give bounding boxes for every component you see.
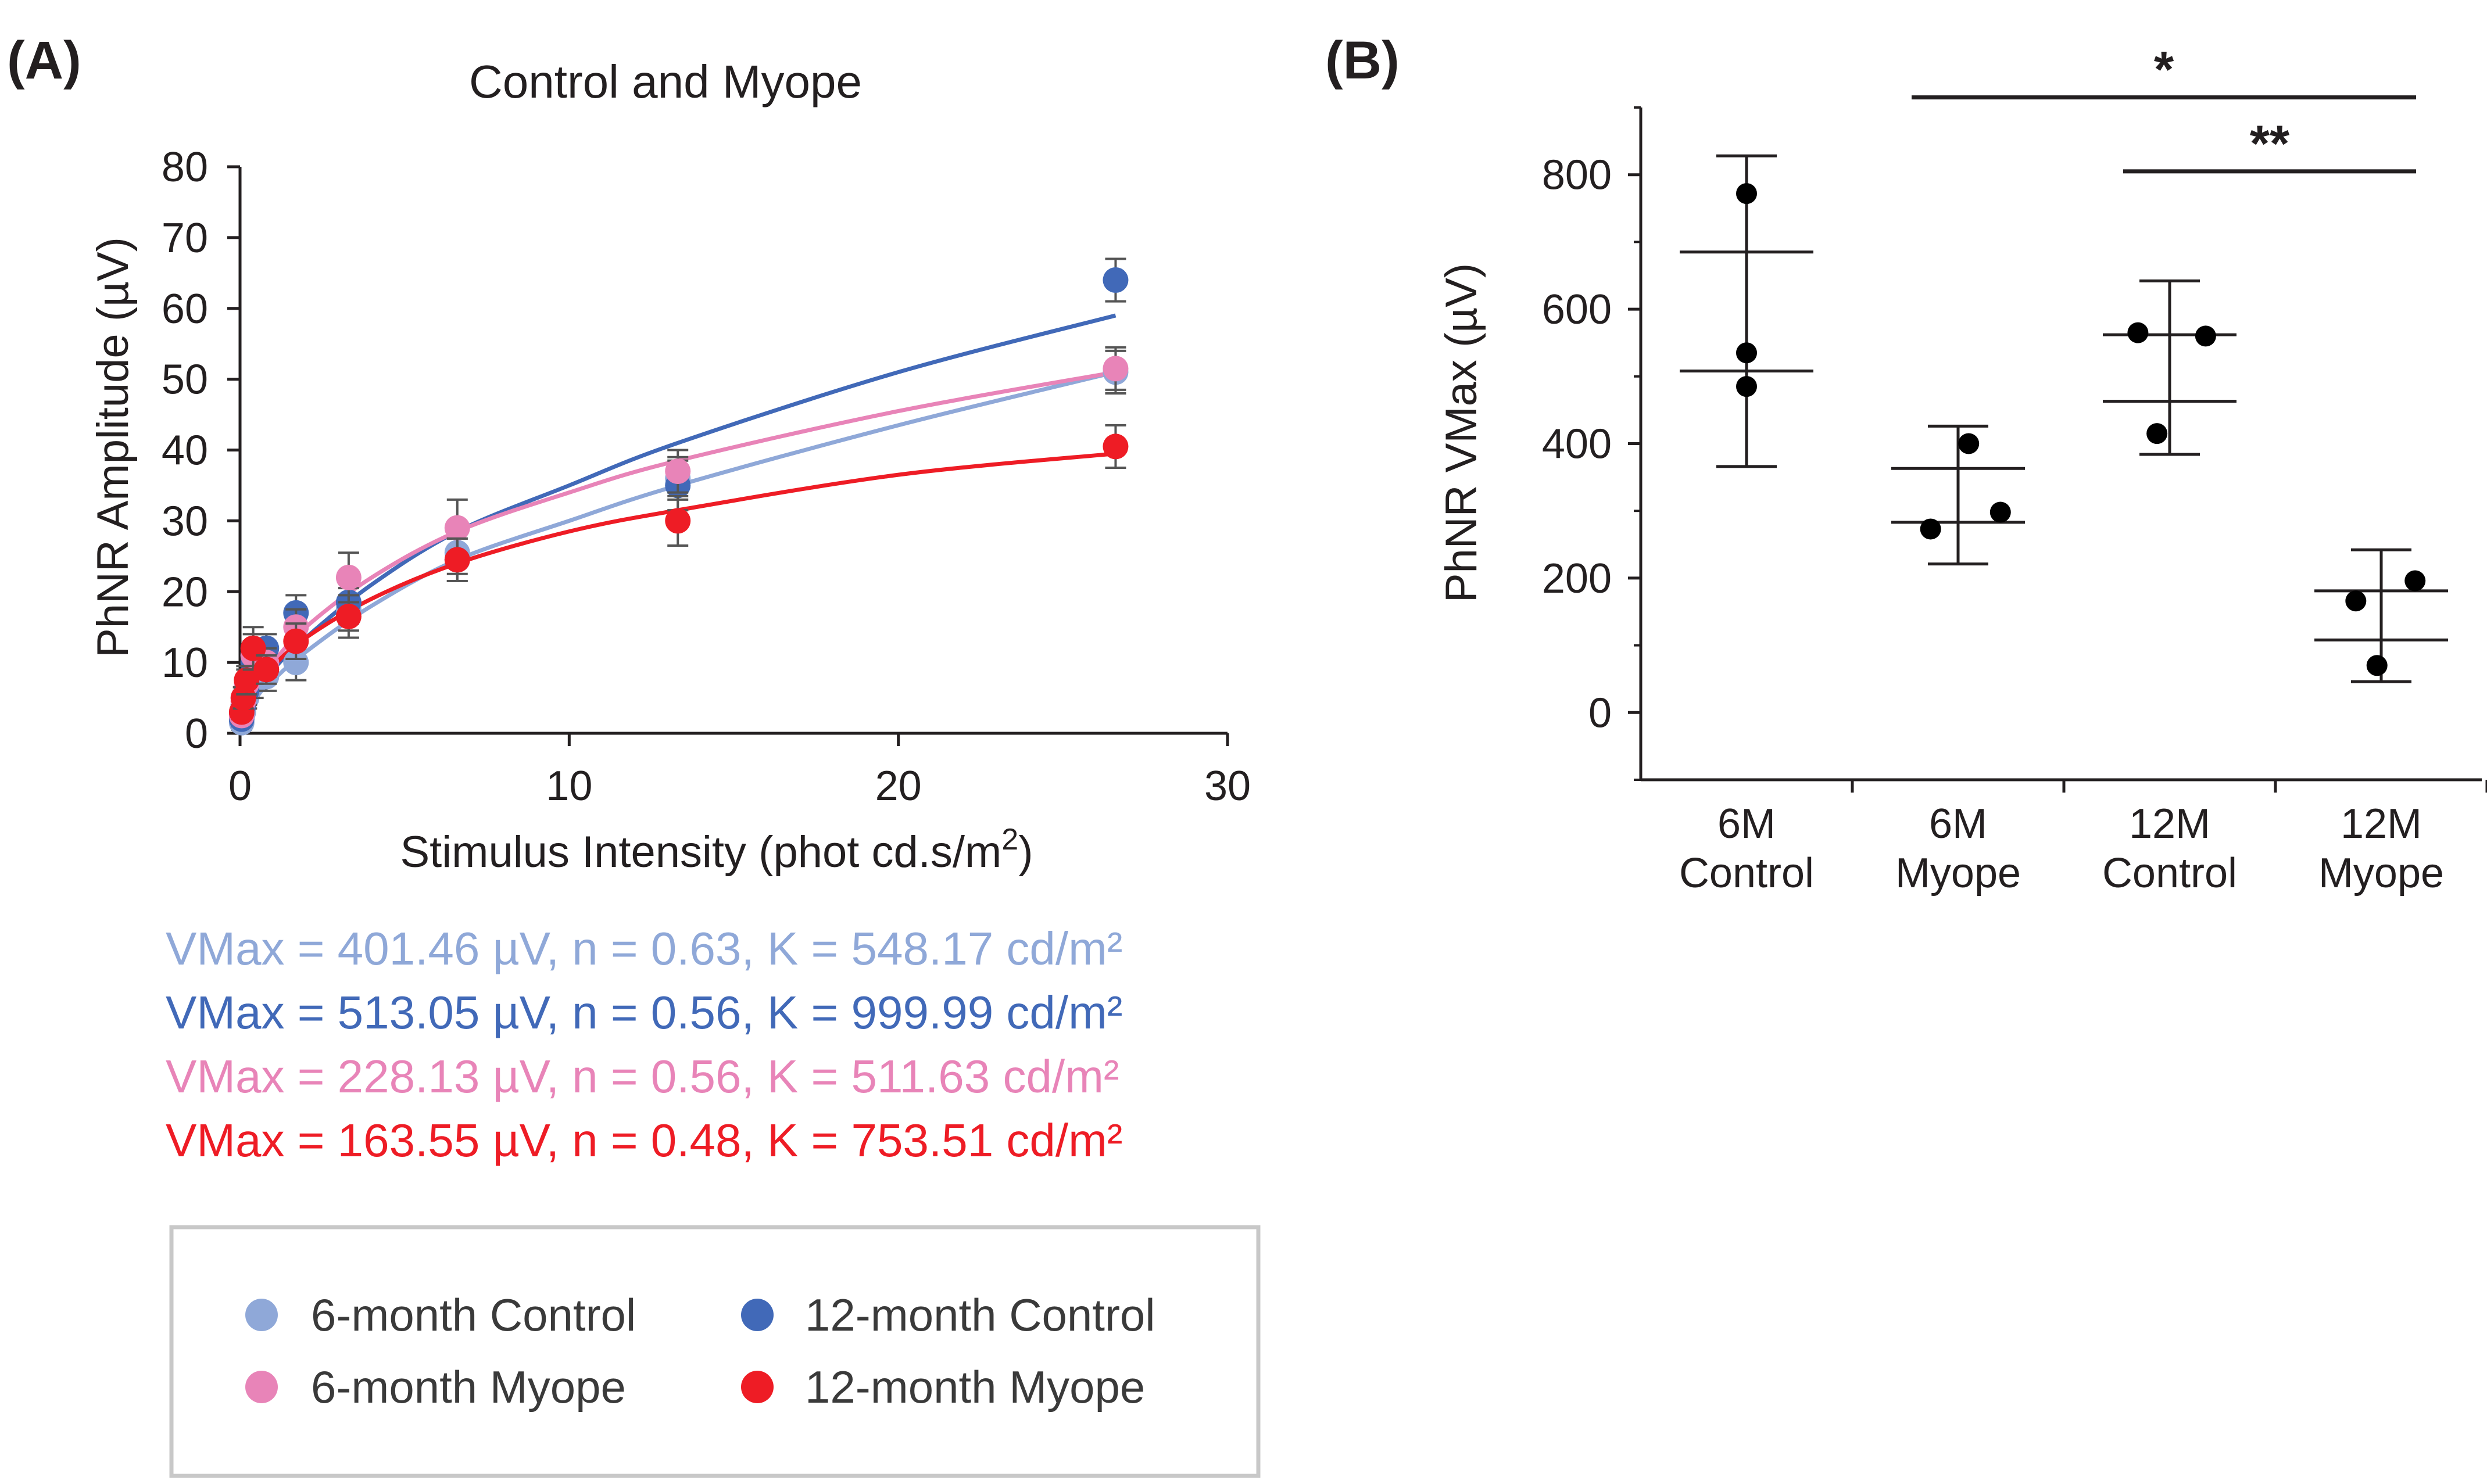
legend-label-6m-myope: 6-month Myope <box>311 1361 626 1413</box>
point-12-month-myope <box>1103 433 1129 460</box>
category-label-6m-myope-line1: 6M <box>1929 801 1987 847</box>
point-12-month-myope <box>665 508 691 534</box>
category-label-12m-myope-line2: Myope <box>2318 850 2444 897</box>
point-6m-control <box>1736 376 1757 397</box>
legend-label-12m-myope: 12-month Myope <box>805 1361 1145 1413</box>
point-12m-myope <box>2366 655 2388 676</box>
point-12m-control <box>2195 325 2216 347</box>
category-label-6m-control-line1: 6M <box>1717 801 1776 847</box>
chart-a-x-tick-label: 20 <box>875 763 922 809</box>
point-12m-control <box>2127 322 2149 343</box>
legend: 6-month Control 12-month Control 6-month… <box>169 1225 1261 1478</box>
category-label-12m-control-line1: 12M <box>2129 801 2210 847</box>
legend-marker-12m-control <box>741 1299 774 1331</box>
chart-a-y-tick-label: 20 <box>162 569 208 615</box>
fit-curve-6-month-control <box>238 370 1117 734</box>
point-6m-myope <box>1958 433 1980 454</box>
chart-a-y-tick-label: 10 <box>162 640 208 686</box>
chart-a-y-tick-label: 80 <box>162 144 208 191</box>
legend-marker-12m-myope <box>741 1371 774 1403</box>
point-12-month-myope <box>335 603 362 629</box>
point-12-month-myope <box>253 657 280 683</box>
chart-a-xlabel-main: Stimulus Intensity (phot cd.s/m <box>400 827 1001 877</box>
point-12m-myope <box>2345 590 2367 612</box>
point-6m-myope <box>1920 518 1941 540</box>
fit-params-12m-myope: VMax = 163.55 µV, n = 0.48, K = 753.51 c… <box>166 1114 1122 1166</box>
chart-b-y-tick-label: 600 <box>1542 286 1612 333</box>
legend-label-6m-control: 6-month Control <box>311 1289 636 1340</box>
chart-a-xlabel-end: ) <box>1018 827 1033 877</box>
chart-b-y-tick-label: 0 <box>1588 690 1612 736</box>
significance-label: * <box>2154 41 2174 98</box>
chart-a-title: Control and Myope <box>469 56 862 107</box>
point-12-month-myope <box>444 547 470 573</box>
panel-a-label: (A) <box>7 31 81 90</box>
chart-a-x-tick-label: 10 <box>546 763 592 809</box>
point-6-month-myope <box>665 458 691 485</box>
chart-a-plot: 0 10 20 30 40 50 60 70 80 0 10 20 30 <box>162 144 1251 809</box>
fit-curve-6-month-myope <box>238 370 1117 734</box>
legend-marker-6m-control <box>245 1299 278 1331</box>
panel-b-label: (B) <box>1325 31 1400 90</box>
point-12-month-myope <box>283 628 309 654</box>
chart-a-y-tick-label: 30 <box>162 498 208 544</box>
point-6m-control <box>1736 183 1757 205</box>
category-label-12m-control-line2: Control <box>2102 850 2237 897</box>
point-12m-myope <box>2404 570 2426 592</box>
significance-label: ** <box>2250 114 2290 172</box>
chart-a-xlabel-sup: 2 <box>1001 823 1018 856</box>
chart-a-ylabel: PhNR Amplitude (µV) <box>88 237 138 658</box>
chart-a-y-tick-label: 70 <box>162 215 208 261</box>
point-6-month-myope <box>1103 356 1129 382</box>
chart-a-y-tick-label: 60 <box>162 286 208 332</box>
chart-a-y-tick-label: 50 <box>162 357 208 403</box>
chart-a-xlabel: Stimulus Intensity (phot cd.s/m2) <box>400 823 1033 877</box>
category-label-12m-myope-line1: 12M <box>2341 801 2422 847</box>
point-6m-control <box>1736 342 1757 364</box>
category-label-6m-myope-line2: Myope <box>1895 850 2021 897</box>
chart-b-y-tick-label: 200 <box>1542 555 1612 602</box>
chart-a-y-tick-label: 40 <box>162 428 208 474</box>
point-6-month-myope <box>335 564 362 590</box>
point-6m-myope <box>1989 501 2011 523</box>
fit-params-12m-control: VMax = 513.05 µV, n = 0.56, K = 999.99 c… <box>166 987 1122 1038</box>
point-12-month-myope <box>234 667 260 693</box>
chart-b-y-tick-label: 400 <box>1542 421 1612 468</box>
chart-b-plot: 02004006008006MControl6MMyope12MControl1… <box>1542 41 2487 897</box>
point-6-month-control <box>283 650 309 676</box>
legend-label-12m-control: 12-month Control <box>805 1289 1155 1340</box>
chart-b-ylabel: PhNR VMax (µV) <box>1437 263 1486 603</box>
chart-a-x-tick-label: 0 <box>228 763 252 809</box>
legend-box <box>169 1225 1261 1478</box>
chart-a-y-tick-label: 0 <box>185 711 208 757</box>
fit-params-6m-myope: VMax = 228.13 µV, n = 0.56, K = 511.63 c… <box>166 1051 1119 1102</box>
legend-marker-6m-myope <box>245 1371 278 1403</box>
point-12m-control <box>2146 423 2168 445</box>
point-12-month-control <box>1103 267 1129 293</box>
chart-a-x-tick-label: 30 <box>1204 763 1251 809</box>
point-6-month-myope <box>444 515 470 541</box>
chart-b-y-tick-label: 800 <box>1542 152 1612 199</box>
point-12-month-myope <box>240 635 266 661</box>
category-label-6m-control-line2: Control <box>1679 850 1814 897</box>
fit-params-6m-control: VMax = 401.46 µV, n = 0.63, K = 548.17 c… <box>166 923 1122 974</box>
